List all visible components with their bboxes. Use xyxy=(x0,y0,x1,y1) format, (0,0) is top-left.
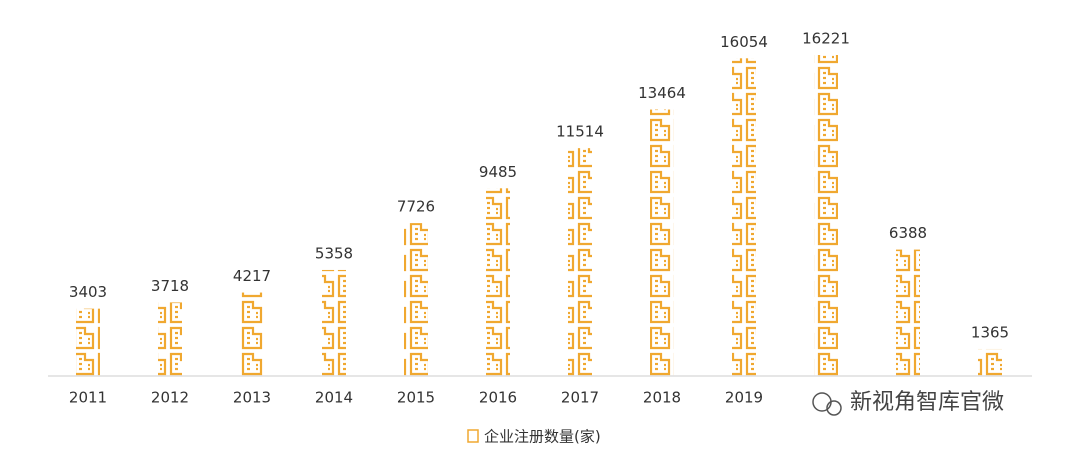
value-label: 1365 xyxy=(971,323,1009,341)
x-tick-label: 2016 xyxy=(479,389,517,407)
x-tick-label: 2019 xyxy=(725,389,763,407)
legend-label: 企业注册数量(家) xyxy=(484,428,601,446)
bar xyxy=(240,292,264,376)
bar xyxy=(814,55,838,376)
value-label: 3403 xyxy=(69,283,107,301)
bar xyxy=(732,58,756,377)
watermark-icon xyxy=(826,400,842,416)
x-tick-label: 2014 xyxy=(315,389,353,407)
x-tick-label: 2013 xyxy=(233,389,271,407)
bar xyxy=(650,109,674,377)
watermark: 新视角智库官微 xyxy=(812,390,1004,416)
legend: 企业注册数量(家) xyxy=(467,428,601,446)
value-label: 13464 xyxy=(638,84,686,102)
watermark-icon xyxy=(812,392,832,412)
x-tick-label: 2012 xyxy=(151,389,189,407)
value-label: 3718 xyxy=(151,277,189,295)
watermark-text: 新视角智库官微 xyxy=(850,390,1004,415)
legend-icon xyxy=(467,429,479,443)
bar xyxy=(486,188,510,376)
bar xyxy=(158,302,182,376)
value-label: 11514 xyxy=(556,123,604,141)
value-label: 5358 xyxy=(315,244,353,262)
bar xyxy=(978,348,1002,376)
bar xyxy=(404,223,428,376)
value-label: 16221 xyxy=(802,30,850,48)
x-tick-label: 2011 xyxy=(69,389,107,407)
bar xyxy=(896,249,920,376)
x-tick-label: 2015 xyxy=(397,389,435,407)
bar xyxy=(322,269,346,376)
value-label: 4217 xyxy=(233,267,271,285)
value-label: 16054 xyxy=(720,33,768,51)
value-label: 9485 xyxy=(479,163,517,181)
value-label: 6388 xyxy=(889,224,927,242)
x-tick-label: 2018 xyxy=(643,389,681,407)
bar xyxy=(76,308,100,376)
value-label: 7726 xyxy=(397,198,435,216)
x-tick-label: 2017 xyxy=(561,389,599,407)
bar xyxy=(568,148,592,376)
